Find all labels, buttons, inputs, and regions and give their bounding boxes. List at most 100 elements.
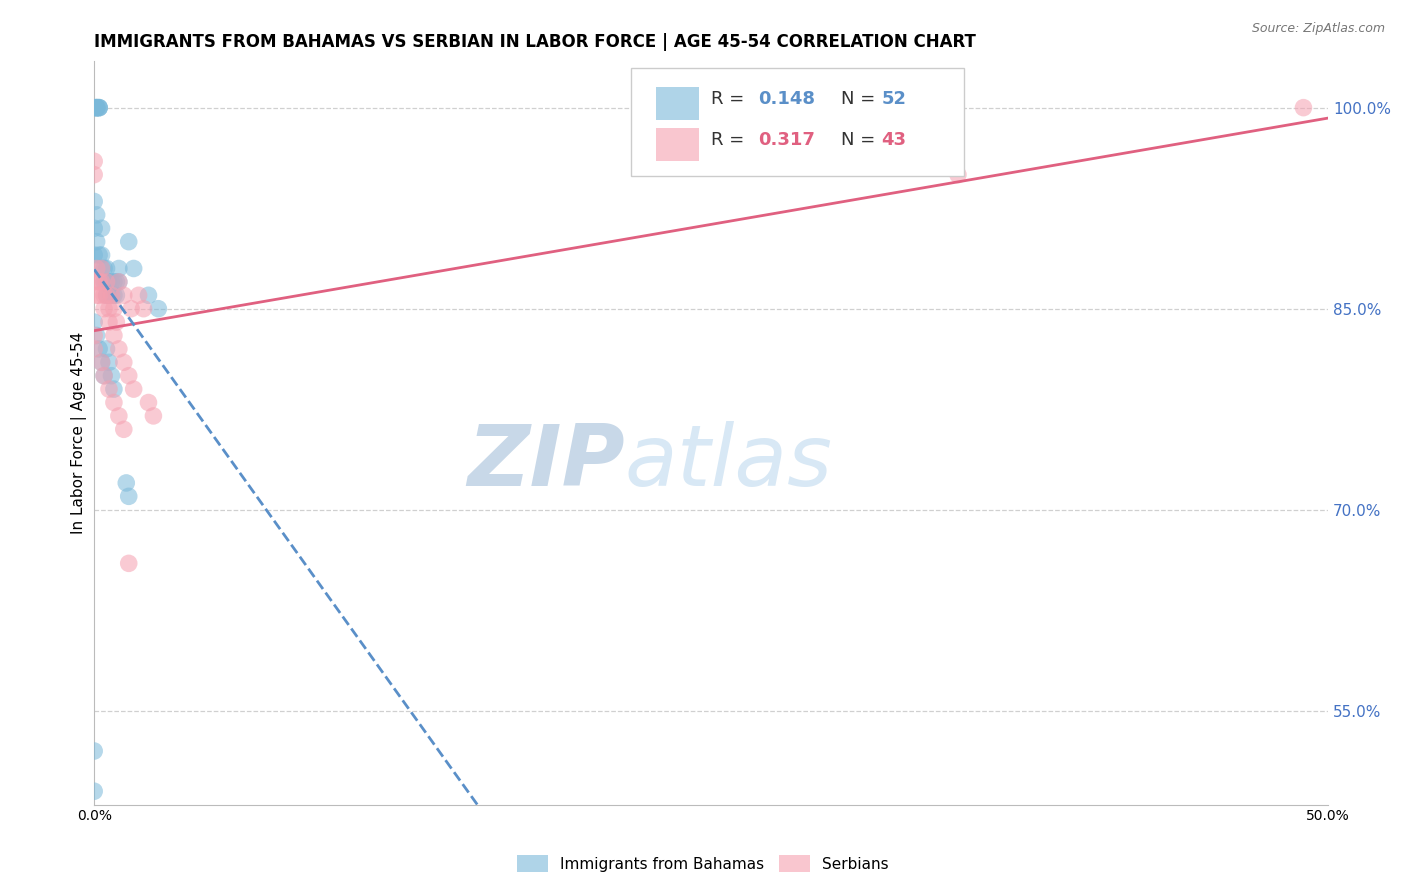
Point: [83, 168, 105, 182]
Point: [108, 275, 131, 289]
Point: [103, 395, 125, 409]
Point: [138, 288, 160, 302]
Point: [96, 342, 118, 356]
Point: [87, 288, 110, 302]
Point: [112, 422, 135, 436]
Point: [142, 409, 165, 423]
Text: N =: N =: [841, 131, 880, 149]
Point: [112, 355, 135, 369]
Point: [86, 235, 108, 249]
Point: [118, 368, 141, 383]
Point: [83, 275, 105, 289]
Text: 43: 43: [882, 131, 907, 149]
Text: 0.317: 0.317: [758, 131, 815, 149]
Point: [90, 261, 112, 276]
Point: [946, 168, 969, 182]
Text: Source: ZipAtlas.com: Source: ZipAtlas.com: [1251, 22, 1385, 36]
Text: R =: R =: [711, 90, 751, 109]
Point: [122, 382, 145, 396]
Point: [98, 301, 121, 316]
Point: [86, 328, 108, 343]
Point: [98, 315, 121, 329]
Point: [118, 489, 141, 503]
Point: [96, 275, 118, 289]
Point: [128, 288, 150, 302]
Point: [96, 261, 118, 276]
Legend: Immigrants from Bahamas, Serbians: Immigrants from Bahamas, Serbians: [509, 847, 897, 880]
Point: [83, 221, 105, 235]
Point: [138, 395, 160, 409]
Point: [98, 275, 121, 289]
Point: [108, 342, 131, 356]
Point: [98, 355, 121, 369]
Point: [83, 194, 105, 209]
Point: [86, 101, 108, 115]
Point: [100, 275, 122, 289]
Point: [90, 355, 112, 369]
Point: [87, 248, 110, 262]
Point: [108, 275, 131, 289]
Point: [83, 744, 105, 758]
Point: [96, 288, 118, 302]
Point: [115, 475, 138, 490]
Point: [122, 261, 145, 276]
Point: [108, 409, 131, 423]
Bar: [655, 128, 699, 161]
Point: [83, 342, 105, 356]
Point: [112, 288, 135, 302]
Point: [100, 368, 122, 383]
Bar: [655, 87, 699, 120]
Point: [90, 355, 112, 369]
Point: [100, 288, 122, 302]
Point: [105, 315, 128, 329]
Point: [83, 101, 105, 115]
Point: [120, 301, 142, 316]
Point: [90, 261, 112, 276]
Point: [1292, 101, 1315, 115]
Point: [83, 315, 105, 329]
Point: [90, 248, 112, 262]
Text: ZIP: ZIP: [467, 421, 624, 504]
Point: [83, 328, 105, 343]
Point: [132, 301, 155, 316]
Point: [103, 382, 125, 396]
Point: [86, 288, 108, 302]
Point: [87, 342, 110, 356]
Point: [148, 301, 170, 316]
Point: [93, 288, 115, 302]
Point: [93, 368, 115, 383]
Point: [103, 275, 125, 289]
Point: [87, 101, 110, 115]
Point: [87, 101, 110, 115]
Point: [105, 275, 128, 289]
Point: [103, 301, 125, 316]
Point: [118, 235, 141, 249]
Point: [86, 208, 108, 222]
Point: [83, 248, 105, 262]
Point: [118, 557, 141, 571]
Text: IMMIGRANTS FROM BAHAMAS VS SERBIAN IN LABOR FORCE | AGE 45-54 CORRELATION CHART: IMMIGRANTS FROM BAHAMAS VS SERBIAN IN LA…: [94, 33, 976, 51]
Point: [98, 382, 121, 396]
Point: [90, 221, 112, 235]
Point: [87, 101, 110, 115]
Point: [86, 261, 108, 276]
Point: [93, 261, 115, 276]
Point: [98, 288, 121, 302]
FancyBboxPatch shape: [631, 68, 965, 176]
Point: [86, 101, 108, 115]
Text: atlas: atlas: [624, 421, 832, 504]
Point: [105, 288, 128, 302]
Point: [96, 288, 118, 302]
Text: 52: 52: [882, 90, 907, 109]
Point: [96, 275, 118, 289]
Point: [86, 101, 108, 115]
Point: [103, 328, 125, 343]
Text: R =: R =: [711, 131, 751, 149]
Point: [108, 261, 131, 276]
Point: [87, 275, 110, 289]
Point: [90, 275, 112, 289]
Point: [93, 275, 115, 289]
Point: [103, 288, 125, 302]
Point: [93, 301, 115, 316]
Point: [83, 784, 105, 798]
